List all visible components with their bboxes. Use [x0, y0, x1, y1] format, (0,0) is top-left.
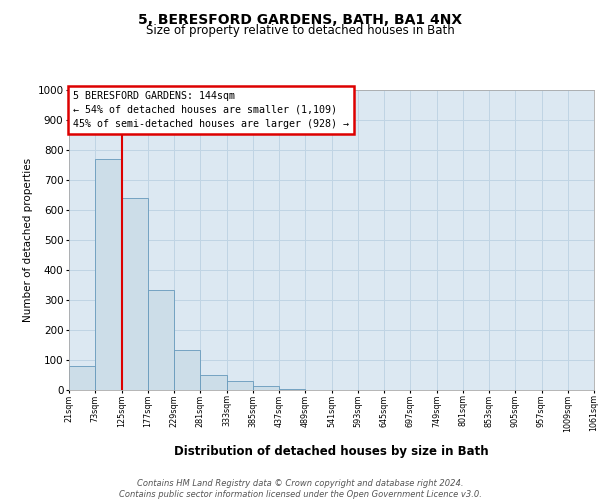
Text: 5 BERESFORD GARDENS: 144sqm
← 54% of detached houses are smaller (1,109)
45% of : 5 BERESFORD GARDENS: 144sqm ← 54% of det…	[73, 91, 349, 129]
Text: Size of property relative to detached houses in Bath: Size of property relative to detached ho…	[146, 24, 454, 37]
X-axis label: Distribution of detached houses by size in Bath: Distribution of detached houses by size …	[174, 446, 489, 458]
Bar	[253, 386, 279, 390]
Text: Contains HM Land Registry data © Crown copyright and database right 2024.: Contains HM Land Registry data © Crown c…	[137, 479, 463, 488]
Bar	[95, 159, 121, 390]
Text: 5, BERESFORD GARDENS, BATH, BA1 4NX: 5, BERESFORD GARDENS, BATH, BA1 4NX	[138, 12, 462, 26]
Bar	[121, 198, 148, 390]
Bar	[148, 290, 174, 390]
Bar	[69, 366, 95, 390]
Y-axis label: Number of detached properties: Number of detached properties	[23, 158, 33, 322]
Bar	[227, 381, 253, 390]
Bar	[279, 388, 305, 390]
Bar	[174, 350, 200, 390]
Text: Contains public sector information licensed under the Open Government Licence v3: Contains public sector information licen…	[119, 490, 481, 499]
Bar	[200, 375, 227, 390]
